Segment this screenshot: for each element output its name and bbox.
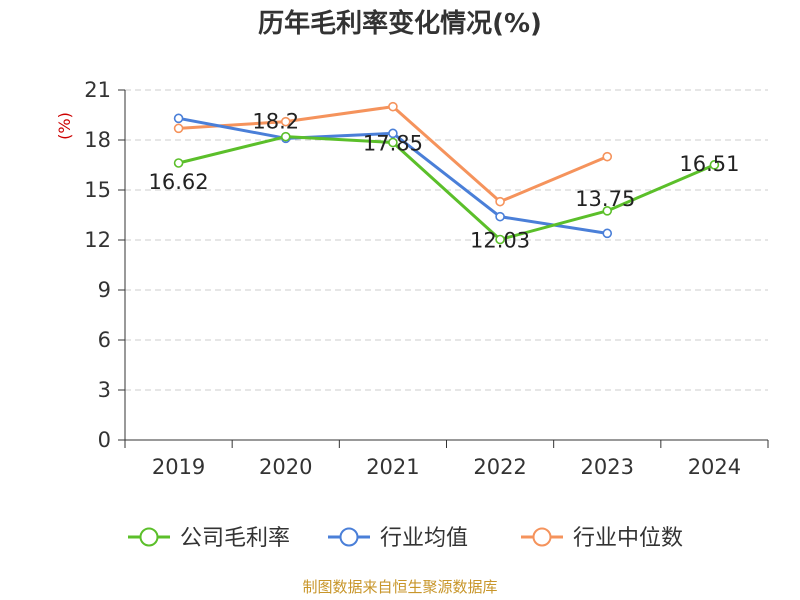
- y-tick-label: 12: [84, 228, 111, 252]
- data-label: 16.62: [149, 170, 209, 194]
- data-point[interactable]: [173, 158, 184, 168]
- x-tick-label: 2023: [581, 455, 634, 479]
- legend-item-1[interactable]: 行业均值: [328, 526, 468, 551]
- data-label: 18.2: [252, 110, 299, 134]
- y-tick-label: 21: [84, 78, 111, 102]
- x-tick-label: 2019: [152, 455, 205, 479]
- data-point[interactable]: [709, 160, 720, 170]
- x-tick-label: 2022: [473, 455, 526, 479]
- series-1: [173, 113, 613, 239]
- legend-swatch-marker: [339, 527, 359, 547]
- series-0: [173, 131, 720, 245]
- y-tick-label: 9: [98, 278, 111, 302]
- data-label: 16.51: [679, 152, 739, 176]
- data-label: 12.03: [470, 229, 530, 253]
- x-tick-label: 2021: [366, 455, 419, 479]
- data-point[interactable]: [280, 116, 291, 127]
- data-point[interactable]: [388, 128, 398, 139]
- data-labels: 16.62 18.2 17.85 12.03 13.75 16.51: [149, 110, 740, 253]
- legend[interactable]: 公司毛利率 行业均值 行业中位数: [128, 526, 683, 551]
- x-tick-label: 2020: [259, 455, 312, 479]
- data-point[interactable]: [495, 211, 505, 222]
- y-tick-label: 15: [84, 178, 111, 202]
- data-point[interactable]: [388, 101, 398, 112]
- y-tick-label: 3: [98, 378, 111, 402]
- legend-label: 公司毛利率: [180, 526, 290, 551]
- data-point[interactable]: [173, 113, 184, 124]
- data-point[interactable]: [602, 151, 613, 162]
- x-tick-label: 2024: [688, 455, 741, 479]
- series-line: [178, 135, 716, 241]
- data-point[interactable]: [495, 196, 505, 207]
- y-axis-unit: (%): [55, 112, 74, 140]
- data-label: 17.85: [363, 132, 423, 156]
- legend-label: 行业中位数: [573, 526, 683, 551]
- grid: [125, 89, 768, 391]
- series-2: [173, 101, 613, 207]
- y-tick-label: 18: [84, 128, 111, 152]
- data-point[interactable]: [280, 131, 291, 142]
- axes: 0 3 6 9 12 15 18 21 2019 2020 2021 2022 2023 2024: [84, 78, 769, 479]
- data-point[interactable]: [173, 123, 184, 134]
- series-layer: [173, 101, 720, 245]
- legend-swatch-marker: [139, 527, 159, 547]
- data-label: 13.75: [575, 187, 635, 211]
- data-point[interactable]: [495, 234, 505, 245]
- legend-swatch-marker: [532, 527, 552, 547]
- source-note: 制图数据来自恒生聚源数据库: [302, 578, 497, 596]
- data-point[interactable]: [602, 206, 613, 216]
- legend-item-2[interactable]: 行业中位数: [521, 526, 683, 551]
- data-point[interactable]: [388, 137, 398, 148]
- chart-title: 历年毛利率变化情况(%): [258, 8, 542, 39]
- y-tick-label: 6: [98, 328, 111, 352]
- y-tick-label: 0: [98, 428, 111, 452]
- legend-label: 行业均值: [380, 526, 468, 551]
- legend-item-0[interactable]: 公司毛利率: [128, 526, 290, 551]
- data-point[interactable]: [602, 228, 613, 239]
